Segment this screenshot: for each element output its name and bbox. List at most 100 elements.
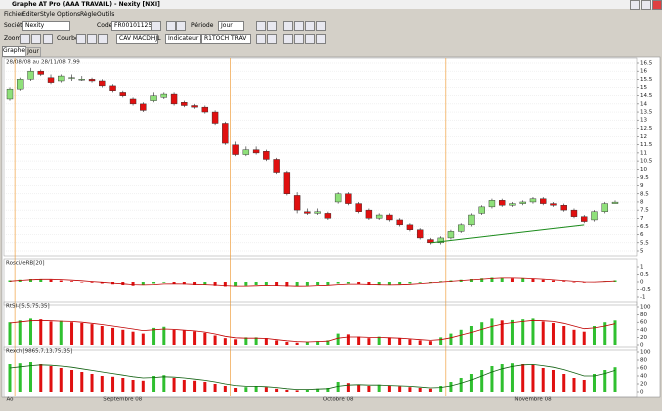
button[interactable] xyxy=(76,34,86,44)
button[interactable] xyxy=(283,21,293,31)
histogram-bar xyxy=(131,282,135,286)
menu-item[interactable]: Fichier xyxy=(4,11,24,18)
panel-frame xyxy=(3,301,638,351)
button[interactable] xyxy=(294,21,304,31)
candle-body xyxy=(488,200,496,208)
tab[interactable]: Jour xyxy=(25,47,41,57)
candle-body xyxy=(509,203,516,206)
histogram-bar xyxy=(541,279,545,282)
histogram-bar xyxy=(490,318,494,345)
candle-body xyxy=(181,102,188,106)
histogram-bar xyxy=(121,329,125,345)
menu-item[interactable]: Outils xyxy=(97,11,115,18)
company-field[interactable]: Nexity xyxy=(22,21,70,31)
button[interactable] xyxy=(283,34,293,44)
menu-item[interactable]: Options xyxy=(57,11,81,18)
y-tick-label: 13 xyxy=(640,118,647,124)
candle-body xyxy=(283,172,291,194)
y-tick-label: 20 xyxy=(640,382,647,388)
histogram-bar xyxy=(264,387,268,392)
histogram-bar xyxy=(521,364,525,392)
histogram-bar xyxy=(203,332,207,345)
histogram-bar xyxy=(254,337,258,345)
histogram-bar xyxy=(29,318,33,345)
y-tick-label: 0 xyxy=(640,280,644,286)
histogram-bar xyxy=(162,375,166,392)
button[interactable] xyxy=(267,34,277,44)
curve-field[interactable]: CAV MACDHJL xyxy=(116,34,161,44)
maximize[interactable] xyxy=(641,0,651,10)
button[interactable] xyxy=(98,34,108,44)
button[interactable] xyxy=(256,21,266,31)
panel-frame xyxy=(3,346,638,398)
histogram-bar xyxy=(234,388,238,392)
histogram-bar xyxy=(213,335,217,345)
y-tick-label: 15.5 xyxy=(640,77,653,83)
button[interactable] xyxy=(305,21,315,31)
y-tick-label: 12.5 xyxy=(640,126,653,132)
y-tick-label: 80 xyxy=(640,312,647,318)
histogram-bar xyxy=(244,387,248,392)
histogram-bar xyxy=(49,366,53,392)
template-field[interactable]: R1TOCH TRAV xyxy=(201,34,251,44)
histogram-bar xyxy=(193,380,197,392)
menu-item[interactable]: Editer xyxy=(22,11,40,18)
button[interactable] xyxy=(151,21,161,31)
candle-body xyxy=(406,224,414,230)
candle-body xyxy=(601,203,608,212)
histogram-bar xyxy=(418,282,422,283)
y-tick-label: 16 xyxy=(640,69,647,75)
histogram-bar xyxy=(469,374,473,392)
y-tick-label: 6 xyxy=(640,232,644,238)
y-tick-label: 5.5 xyxy=(640,240,649,246)
histogram-bar xyxy=(613,367,617,392)
histogram-bar xyxy=(141,282,145,285)
candle-body xyxy=(499,200,506,206)
minimize[interactable] xyxy=(630,0,640,10)
histogram-bar xyxy=(367,338,371,345)
y-tick-label: 12 xyxy=(640,134,647,140)
button[interactable] xyxy=(43,34,53,44)
histogram-bar xyxy=(582,380,586,392)
histogram-bar xyxy=(490,366,494,392)
histogram-bar xyxy=(551,322,555,345)
histogram-bar xyxy=(275,340,279,345)
button[interactable] xyxy=(176,21,186,31)
histogram-bar xyxy=(223,338,227,345)
button[interactable] xyxy=(294,34,304,44)
histogram-bar xyxy=(172,282,176,284)
button[interactable] xyxy=(256,34,266,44)
histogram-bar xyxy=(100,376,104,392)
button[interactable] xyxy=(31,34,41,44)
candle-body xyxy=(293,195,301,211)
button[interactable] xyxy=(316,21,326,31)
candle-body xyxy=(396,219,403,226)
histogram-bar xyxy=(152,376,156,392)
panel-title: Rexch[9865,7,13,75,35] xyxy=(6,349,72,355)
indicator-field[interactable]: Indicateur 3 xyxy=(165,34,204,44)
candle-body xyxy=(263,151,270,160)
histogram-bar xyxy=(398,386,402,392)
button[interactable] xyxy=(87,34,97,44)
candle-body xyxy=(232,144,239,155)
histogram-bar xyxy=(316,341,320,345)
y-tick-label: 15 xyxy=(640,85,647,91)
button[interactable] xyxy=(316,34,326,44)
button[interactable] xyxy=(20,34,30,44)
histogram-bar xyxy=(70,322,74,345)
menu-item[interactable]: Règle xyxy=(80,11,97,18)
button[interactable] xyxy=(267,21,277,31)
period-field[interactable]: Jour xyxy=(218,21,244,31)
candle-body xyxy=(6,88,14,100)
histogram-bar xyxy=(90,374,94,392)
menu-item[interactable]: Style xyxy=(40,11,56,18)
x-tick-label: Novembre 08 xyxy=(514,397,552,403)
button[interactable] xyxy=(166,21,176,31)
y-tick-label: 7.5 xyxy=(640,208,649,214)
histogram-bar xyxy=(264,282,268,285)
button[interactable] xyxy=(305,34,315,44)
y-tick-label: 100 xyxy=(640,305,651,311)
histogram-bar xyxy=(213,384,217,392)
y-tick-label: 0 xyxy=(640,390,644,396)
histogram-bar xyxy=(541,321,545,345)
